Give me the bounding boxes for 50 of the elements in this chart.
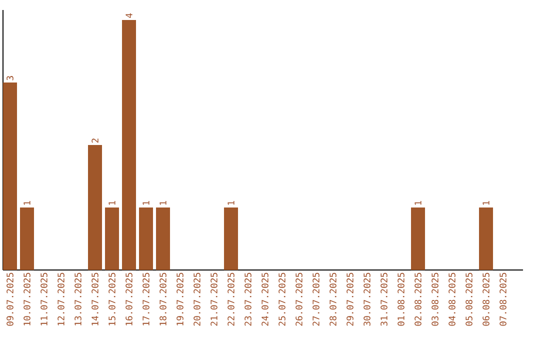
x-tick-label: 25.07.2025: [278, 272, 286, 326]
x-tick-label: 04.08.2025: [448, 272, 456, 326]
x-tick-label: 19.07.2025: [176, 272, 184, 326]
bar: [224, 208, 238, 270]
x-tick-label: 03.08.2025: [432, 272, 438, 326]
data-label: 1: [228, 200, 234, 205]
data-label: 1: [160, 200, 166, 205]
data-label: 1: [482, 200, 490, 205]
data-label: 4: [126, 13, 132, 18]
bar: [3, 82, 17, 270]
x-tick-label: 23.07.2025: [244, 272, 252, 326]
x-tick-label: 12.07.2025: [58, 272, 64, 326]
bar: [105, 208, 120, 270]
x-tick-label: 27.07.2025: [312, 272, 320, 326]
x-tick-label: 18.07.2025: [160, 272, 166, 326]
x-tick-label: 22.07.2025: [228, 272, 234, 326]
x-tick-label: 05.08.2025: [466, 272, 472, 326]
x-tick-label: 11.07.2025: [40, 272, 48, 326]
x-tick-label: 17.07.2025: [142, 272, 150, 326]
bar: [88, 145, 102, 270]
x-tick-label: 14.07.2025: [92, 272, 98, 326]
x-tick-label: 06.08.2025: [482, 272, 490, 326]
x-tick-label: 30.07.2025: [364, 272, 370, 326]
data-label: 1: [414, 200, 422, 205]
bar: [122, 20, 136, 270]
x-tick-label: 21.07.2025: [210, 272, 218, 326]
data-label: 1: [142, 200, 150, 205]
x-tick-label: 09.07.2025: [6, 272, 14, 326]
x-tick-label: 16.07.2025: [126, 272, 132, 326]
bar: [479, 208, 494, 270]
bar: [411, 208, 426, 270]
x-tick-label: 13.07.2025: [74, 272, 82, 326]
data-label: 1: [24, 200, 30, 205]
x-tick-label: 10.07.2025: [24, 272, 30, 326]
data-label: 1: [108, 200, 116, 205]
x-tick-label: 02.08.2025: [414, 272, 422, 326]
x-tick-label: 28.07.2025: [330, 272, 336, 326]
x-tick-label: 31.07.2025: [380, 272, 388, 326]
x-tick-label: 29.07.2025: [346, 272, 354, 326]
x-tick-label: 15.07.2025: [108, 272, 116, 326]
bar: [20, 208, 34, 270]
x-tick-label: 26.07.2025: [296, 272, 302, 326]
x-tick-label: 01.08.2025: [398, 272, 404, 326]
data-label: 2: [92, 138, 98, 143]
x-tick-label: 24.07.2025: [262, 272, 268, 326]
data-label: 3: [6, 76, 14, 80]
bar: [156, 208, 170, 270]
x-tick-label: 07.08.2025: [500, 272, 506, 326]
x-tick-label: 20.07.2025: [194, 272, 200, 326]
bar: [139, 208, 154, 270]
